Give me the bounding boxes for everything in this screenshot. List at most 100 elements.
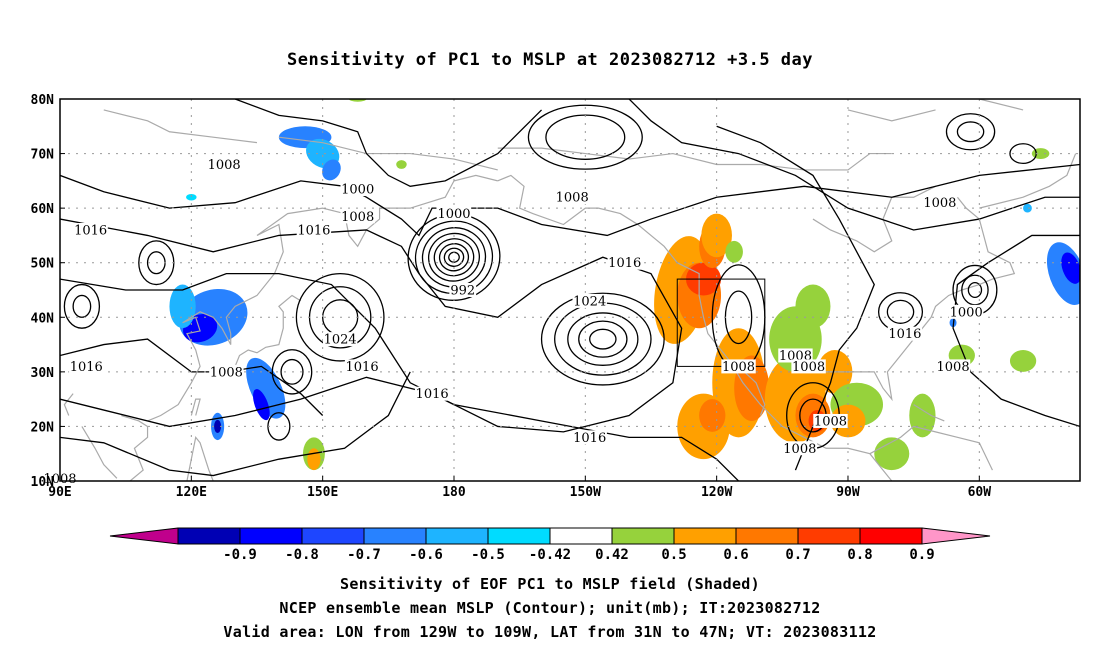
lon-tick-label: 180: [442, 485, 466, 500]
colorbar-tick-label: 0.42: [595, 547, 629, 563]
lon-tick-label: 120W: [701, 485, 732, 500]
colorbar-tick-label: -0.42: [529, 547, 571, 563]
colorbar-tick-label: 0.6: [723, 547, 748, 563]
shading-patch: [725, 240, 743, 263]
contour-label-bg: [887, 326, 923, 341]
coastline: [812, 185, 936, 253]
mslp-isobar: [567, 312, 639, 366]
mslp-isobar: [271, 349, 313, 395]
contour-label-bg: [721, 359, 756, 374]
mslp-isobar: [267, 412, 291, 441]
contour-labels: 1008 1000 1008 1016 1016 1000 992 1008 1016 1024 1…: [42, 157, 984, 487]
contour-label-bg: [73, 222, 108, 237]
contour-label-bg: [69, 359, 104, 374]
mslp-isobar: [545, 114, 626, 160]
coastline: [497, 147, 892, 171]
mslp-isobar: [589, 328, 617, 350]
contour-label-bg: [922, 195, 958, 210]
colorbar-tick-label: 0.9: [909, 547, 934, 563]
colorbar-swatch: [177, 527, 241, 545]
lat-tick-label: 50N: [31, 257, 55, 272]
mslp-isobar: [433, 238, 475, 277]
mslp-isobar: [961, 274, 989, 306]
mslp-isobar: [967, 281, 983, 299]
contour-label: 1008: [923, 196, 956, 211]
contour-label: 1024: [573, 294, 606, 309]
contour-label-bg: [340, 182, 375, 197]
colorbar-upper-arrow: [921, 527, 991, 545]
mslp-isobar: [60, 371, 411, 477]
contour-label: 1008: [556, 191, 589, 206]
contour-label-bg: [296, 222, 332, 237]
contour-label-bg: [791, 359, 826, 374]
contour-label: 1008: [722, 360, 755, 375]
colorbar-swatch: [549, 527, 613, 545]
colorbar-swatch: [673, 527, 737, 545]
shading-patch: [214, 419, 222, 433]
mslp-isobar: [443, 247, 465, 267]
contour-label: 1008: [783, 442, 816, 457]
contour-label-bg: [344, 359, 380, 374]
contour-label-bg: [322, 332, 358, 347]
contour-label: 1000: [341, 183, 374, 198]
valid-area-box: [676, 278, 766, 367]
colorbar-tick-label: 0.7: [785, 547, 810, 563]
shading-patch: [1009, 350, 1037, 372]
caption-line-1: Sensitivity of EOF PC1 to MSLP field (Sh…: [340, 575, 760, 593]
lat-tick-label: 70N: [31, 148, 55, 163]
lat-tick-label: 30N: [31, 366, 55, 381]
contour-label-bg: [778, 348, 813, 363]
contour-label-bg: [572, 430, 607, 445]
mslp-isobar: [877, 292, 924, 332]
contour-label: 1008: [208, 158, 241, 173]
mslp-isobar: [448, 251, 460, 263]
mslp-isobar: [578, 320, 628, 358]
mslp-isobar: [60, 163, 1080, 237]
contour-label-bg: [449, 283, 477, 297]
contour-label: 1024: [324, 333, 357, 348]
shading-patch: [1031, 148, 1050, 160]
caption-line-2: NCEP ensemble mean MSLP (Contour); unit(…: [279, 599, 821, 617]
mslp-isobar: [295, 272, 385, 362]
contour-label-bg: [782, 441, 818, 456]
colorbar-tick-label: -0.6: [409, 547, 443, 563]
lon-tick-label: 90W: [836, 485, 860, 500]
mslp-isobar: [886, 299, 915, 324]
mslp-isobar: [438, 243, 470, 272]
mslp-isobar: [280, 358, 304, 385]
colorbar-swatch: [425, 527, 489, 545]
caption-line-3: Valid area: LON from 129W to 109W, LAT f…: [223, 623, 877, 641]
colorbar-tick-label: -0.8: [285, 547, 319, 563]
lat-tick-label: 40N: [31, 311, 55, 326]
coastline: [190, 398, 201, 416]
contour-label: 1016: [573, 431, 606, 446]
shading-patch: [253, 389, 270, 421]
contour-label: 1016: [888, 327, 921, 342]
lat-tick-label: 80N: [31, 93, 55, 108]
colorbar-swatch: [363, 527, 427, 545]
contour-label: 1016: [74, 223, 107, 238]
contour-label-bg: [414, 386, 450, 401]
colorbar-lower-arrow: [109, 527, 179, 545]
mslp-isobar: [945, 113, 996, 151]
contour-label-bg: [206, 157, 242, 172]
shading-patch: [1023, 203, 1032, 213]
colorbar-tick-label: 0.5: [661, 547, 686, 563]
contour-label-bg: [209, 364, 244, 379]
shading-patch: [699, 399, 726, 432]
shading-patch: [396, 160, 407, 169]
colorbar-tick-label: -0.7: [347, 547, 381, 563]
mslp-isobar: [234, 99, 543, 187]
colorbar-swatch: [239, 527, 303, 545]
colorbar-tick-label: -0.5: [471, 547, 505, 563]
contour-label: 992: [450, 284, 475, 299]
lat-tick-label: 60N: [31, 202, 55, 217]
contour-label-bg: [813, 413, 848, 428]
contour-label: 1008: [341, 210, 374, 225]
shading-patch: [186, 193, 197, 201]
colorbar: -0.9 -0.8 -0.7 -0.6 -0.5 -0.42 0.42 0.5 0.6 0.7 0.…: [109, 527, 991, 563]
coastline: [979, 153, 1077, 209]
mslp-isobar: [956, 121, 985, 143]
coastline: [869, 425, 993, 471]
